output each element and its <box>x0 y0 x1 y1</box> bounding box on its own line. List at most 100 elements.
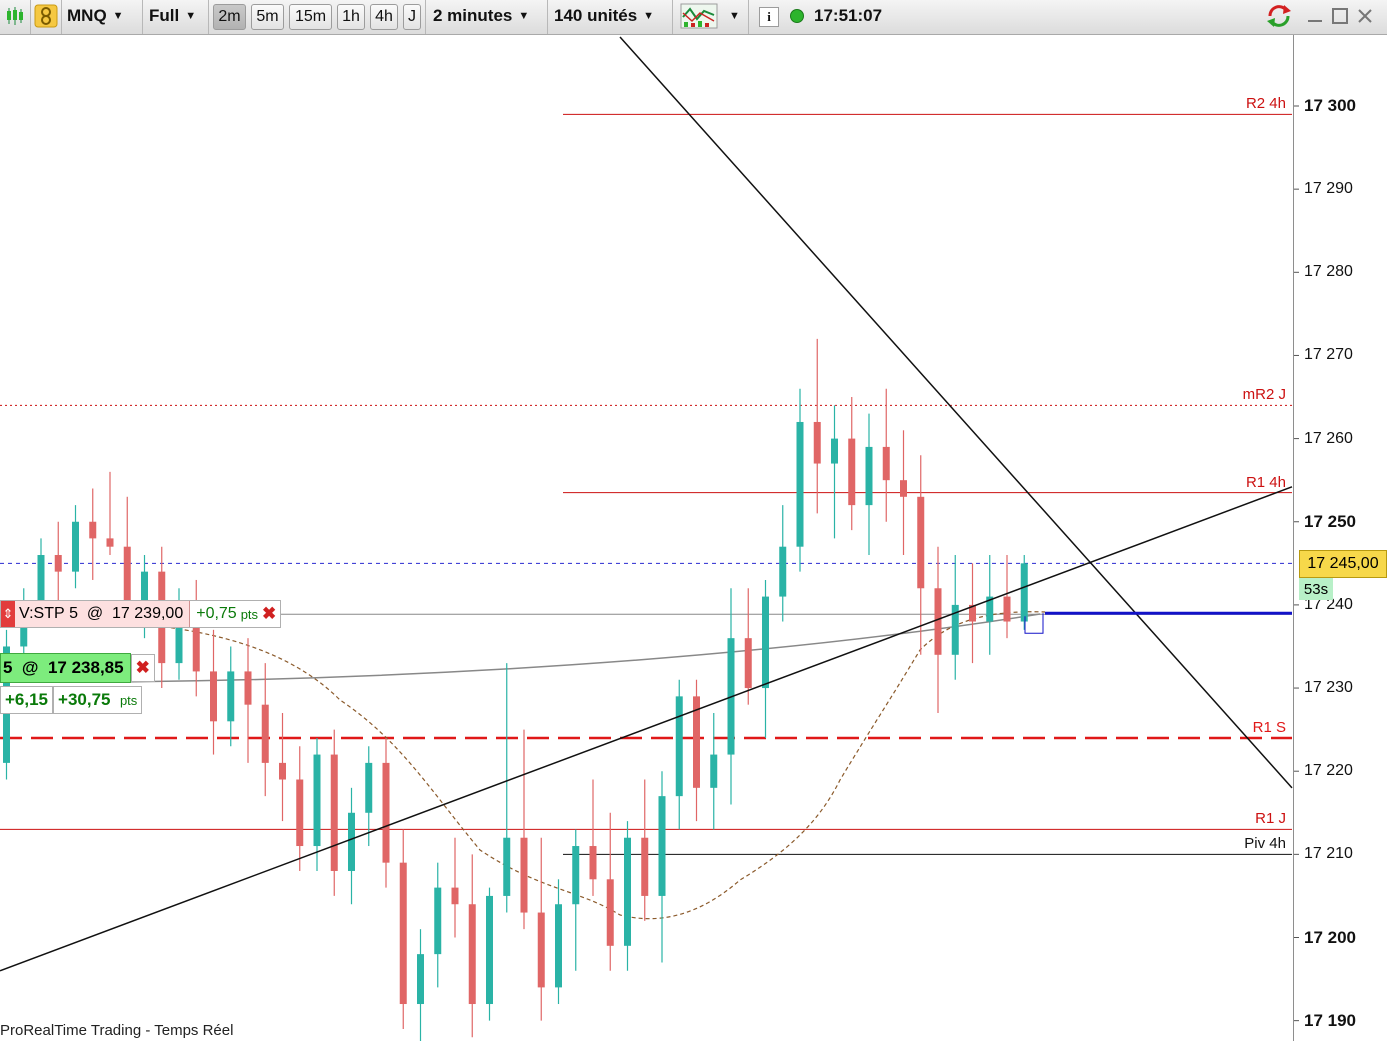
footer-label: ProRealTime Trading - Temps Réel <box>0 1022 234 1039</box>
candle-body <box>365 762 373 813</box>
candle-body <box>986 596 994 622</box>
y-tick-label: 17 260 <box>1304 429 1353 447</box>
candle-body <box>141 571 148 605</box>
candle-timer-label: 53s <box>1303 580 1329 598</box>
candle-body <box>831 438 838 464</box>
chevron-down-icon: ▼ <box>112 10 124 22</box>
candle-body <box>658 796 666 896</box>
last-price-tag: 17 245,00 <box>1299 550 1387 578</box>
pnl-left: +6,15 <box>0 686 54 714</box>
candle-body <box>900 480 907 497</box>
position-price: 17 238,85 <box>47 658 124 677</box>
candle-body <box>917 496 925 589</box>
period-select[interactable]: 2 minutes ▼ <box>433 4 543 28</box>
candle-body <box>555 904 562 988</box>
refresh-icon[interactable] <box>1264 4 1294 28</box>
tab-1h[interactable]: 1h <box>337 4 365 30</box>
level-label: R1 J <box>1255 810 1286 828</box>
toolbar: MNQ ▼ Full ▼ 2m 5m 15m 1h 4h J 2 minutes ▼ … <box>0 0 1387 35</box>
y-tick-label: 17 200 <box>1304 927 1356 947</box>
units-select[interactable]: 140 unités ▼ <box>554 4 666 28</box>
position-qty: 5 <box>3 658 13 677</box>
info-label: i <box>767 9 771 24</box>
minimize-icon[interactable] <box>1306 4 1324 28</box>
y-tick-label: 17 230 <box>1304 679 1353 697</box>
chevron-down-icon[interactable]: ▼ <box>729 10 740 22</box>
candle-body <box>330 754 338 871</box>
candlestick-icon[interactable] <box>4 4 26 28</box>
tab-4h[interactable]: 4h <box>370 4 398 30</box>
candle-body <box>762 596 769 689</box>
instrument-select[interactable]: MNQ ▼ <box>67 4 137 28</box>
order-qty: 5 <box>69 605 78 622</box>
candle-body <box>106 538 114 547</box>
cancel-order-icon[interactable]: ✖ <box>262 604 277 623</box>
maximize-icon[interactable] <box>1331 4 1349 28</box>
candle-body <box>779 546 787 597</box>
y-tick-label: 17 190 <box>1304 1010 1356 1030</box>
tab-5m[interactable]: 5m <box>251 4 284 30</box>
link-icon[interactable] <box>34 4 58 28</box>
tab-j[interactable]: J <box>403 4 421 30</box>
candle-body <box>123 546 131 605</box>
info-icon[interactable]: i <box>759 7 779 27</box>
order-at: @ <box>86 605 104 622</box>
candle-body <box>210 671 217 722</box>
position-box[interactable]: 5 @ 17 238,85 ✖ <box>0 653 155 683</box>
y-tick-label: 17 280 <box>1304 263 1353 281</box>
level-label: Piv 4h <box>1244 835 1286 853</box>
candle-body <box>37 555 45 605</box>
candle-body <box>54 555 62 572</box>
stop-order-box[interactable]: ⇕ V:STP 5 @ 17 239,00 +0,75 pts ✖ <box>0 600 282 628</box>
candle-timer: 53s <box>1299 578 1333 600</box>
drag-handle-icon[interactable]: ⇕ <box>1 601 15 627</box>
candle-body <box>486 895 493 1005</box>
level-label: R2 4h <box>1245 95 1286 113</box>
close-position-icon[interactable]: ✖ <box>130 654 155 682</box>
candle-body <box>227 671 235 722</box>
tab-label: 15m <box>294 8 327 25</box>
candle-body <box>710 754 718 788</box>
candle-body <box>417 954 424 1005</box>
level-label: mR2 J <box>1242 386 1286 404</box>
view-select[interactable]: Full ▼ <box>149 4 205 28</box>
candle-body <box>1003 596 1011 622</box>
candle-body <box>89 521 97 539</box>
pnl-right-value: +30,75 <box>58 690 111 709</box>
position-at: @ <box>21 658 39 677</box>
units-label: 140 unités <box>554 6 638 25</box>
candle-body <box>882 446 890 481</box>
order-pnl: +0,75 <box>196 605 237 622</box>
position-details[interactable]: 5 @ 17 238,85 <box>0 653 131 683</box>
tab-15m[interactable]: 15m <box>289 4 332 30</box>
candle-body <box>313 754 321 847</box>
candle-body <box>296 779 304 847</box>
tab-label: 1h <box>342 8 360 25</box>
price-chart[interactable] <box>0 35 1387 1041</box>
order-price: 17 239,00 <box>112 605 184 622</box>
candle-body <box>813 421 821 464</box>
price-axis-border <box>1293 35 1294 1041</box>
candle-body <box>641 837 649 896</box>
chevron-down-icon: ▼ <box>185 10 197 22</box>
candle-body <box>348 812 355 871</box>
tab-2m[interactable]: 2m <box>213 4 246 30</box>
instrument-label: MNQ <box>67 6 107 25</box>
candle-body <box>848 438 856 506</box>
level-label: R1 4h <box>1245 473 1286 491</box>
close-icon[interactable] <box>1356 4 1374 28</box>
candle-body <box>969 604 976 622</box>
candle-body <box>72 521 79 572</box>
stop-order-details[interactable]: V:STP 5 @ 17 239,00 <box>15 601 191 627</box>
tab-label: 2m <box>218 8 241 25</box>
indicators-icon[interactable] <box>680 3 718 29</box>
falling-trendline <box>619 36 1293 789</box>
candle-body <box>192 621 200 672</box>
y-tick-label: 17 240 <box>1304 595 1353 613</box>
candle-body <box>520 837 528 913</box>
candle-body <box>796 421 804 547</box>
y-tick-label: 17 300 <box>1304 96 1356 115</box>
tab-label: 5m <box>256 8 279 25</box>
y-tick-label: 17 220 <box>1304 762 1353 780</box>
order-pnl-unit: pts <box>240 606 259 622</box>
